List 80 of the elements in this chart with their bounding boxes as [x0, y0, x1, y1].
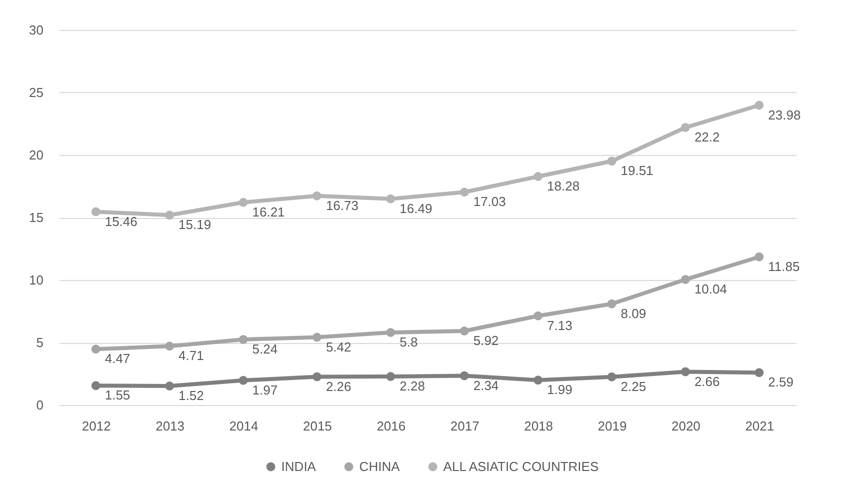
- y-tick-label: 30: [29, 22, 44, 38]
- point: [312, 332, 322, 342]
- point: [312, 191, 322, 200]
- point: [460, 188, 469, 197]
- point: [386, 194, 396, 204]
- data-label: 23.98: [768, 107, 801, 122]
- point: [386, 328, 396, 337]
- point: [534, 311, 543, 320]
- point: [238, 376, 248, 385]
- data-label: 2.59: [768, 374, 794, 390]
- x-tick-label: 2018: [524, 418, 554, 434]
- x-tick-label: 2020: [671, 418, 700, 434]
- x-tick-label: 2017: [450, 418, 480, 434]
- data-label: 7.13: [547, 318, 572, 333]
- x-tick-label: 2019: [598, 418, 627, 434]
- point: [754, 368, 764, 378]
- data-label: 16.49: [400, 200, 432, 216]
- y-tick-label: 15: [29, 210, 44, 225]
- data-label: 1.99: [547, 382, 572, 398]
- point: [386, 372, 396, 381]
- x-tick-label: 2013: [156, 418, 185, 434]
- legend-label: INDIA: [281, 458, 316, 474]
- y-tick-label: 10: [29, 272, 44, 288]
- data-label: 4.71: [178, 348, 204, 364]
- data-label: 19.51: [620, 163, 654, 178]
- x-tick-label: 2014: [229, 418, 258, 434]
- y-tick-label: 25: [29, 85, 44, 100]
- data-label: 4.47: [104, 351, 130, 366]
- data-label: 2.26: [326, 378, 352, 394]
- data-label: 2.28: [400, 378, 425, 394]
- data-label: 2.66: [694, 374, 720, 389]
- data-label: 1.55: [104, 388, 130, 403]
- x-tick-label: 2012: [82, 418, 111, 434]
- legend-label: CHINA: [359, 458, 400, 474]
- point: [680, 367, 690, 376]
- data-label: 15.19: [178, 217, 212, 232]
- x-tick-label: 2016: [376, 418, 406, 434]
- data-label: 5.8: [400, 334, 418, 350]
- point: [534, 376, 543, 385]
- data-label: 22.2: [694, 130, 720, 144]
- x-tick-label: 2021: [745, 418, 774, 434]
- point: [165, 342, 174, 351]
- data-label: 5.24: [252, 342, 278, 356]
- point: [607, 156, 616, 166]
- data-label: 15.46: [104, 214, 138, 229]
- data-label: 16.73: [326, 198, 358, 213]
- point: [460, 371, 469, 380]
- point: [754, 252, 764, 262]
- data-label: 5.92: [473, 333, 499, 348]
- data-label: 10.04: [694, 282, 727, 296]
- data-label: 8.09: [620, 306, 646, 321]
- y-tick-label: 0: [36, 398, 44, 412]
- y-tick-label: 20: [29, 148, 44, 162]
- legend-label: ALL ASIATIC COUNTRIES: [443, 458, 599, 474]
- data-label: 18.28: [547, 178, 580, 194]
- point: [680, 275, 690, 284]
- data-label: 2.34: [473, 378, 499, 393]
- point: [91, 207, 100, 216]
- data-label: 16.21: [252, 204, 285, 220]
- data-label: 17.03: [473, 194, 506, 210]
- point: [238, 198, 248, 207]
- point: [312, 372, 322, 382]
- point: [91, 381, 100, 390]
- point: [165, 210, 174, 220]
- point: [460, 326, 469, 336]
- point: [680, 123, 690, 132]
- point: [607, 372, 616, 382]
- point: [165, 382, 174, 390]
- data-label: 1.97: [252, 382, 278, 398]
- data-label: 5.42: [326, 339, 352, 354]
- point: [607, 299, 616, 308]
- y-tick-label: 5: [36, 335, 44, 350]
- data-label: 1.52: [178, 388, 204, 403]
- point: [534, 172, 543, 181]
- data-label: 2.25: [620, 378, 646, 394]
- x-tick-label: 2015: [302, 418, 332, 434]
- point: [91, 344, 100, 354]
- point: [754, 100, 764, 110]
- data-label: 11.85: [768, 258, 800, 274]
- point: [238, 335, 248, 344]
